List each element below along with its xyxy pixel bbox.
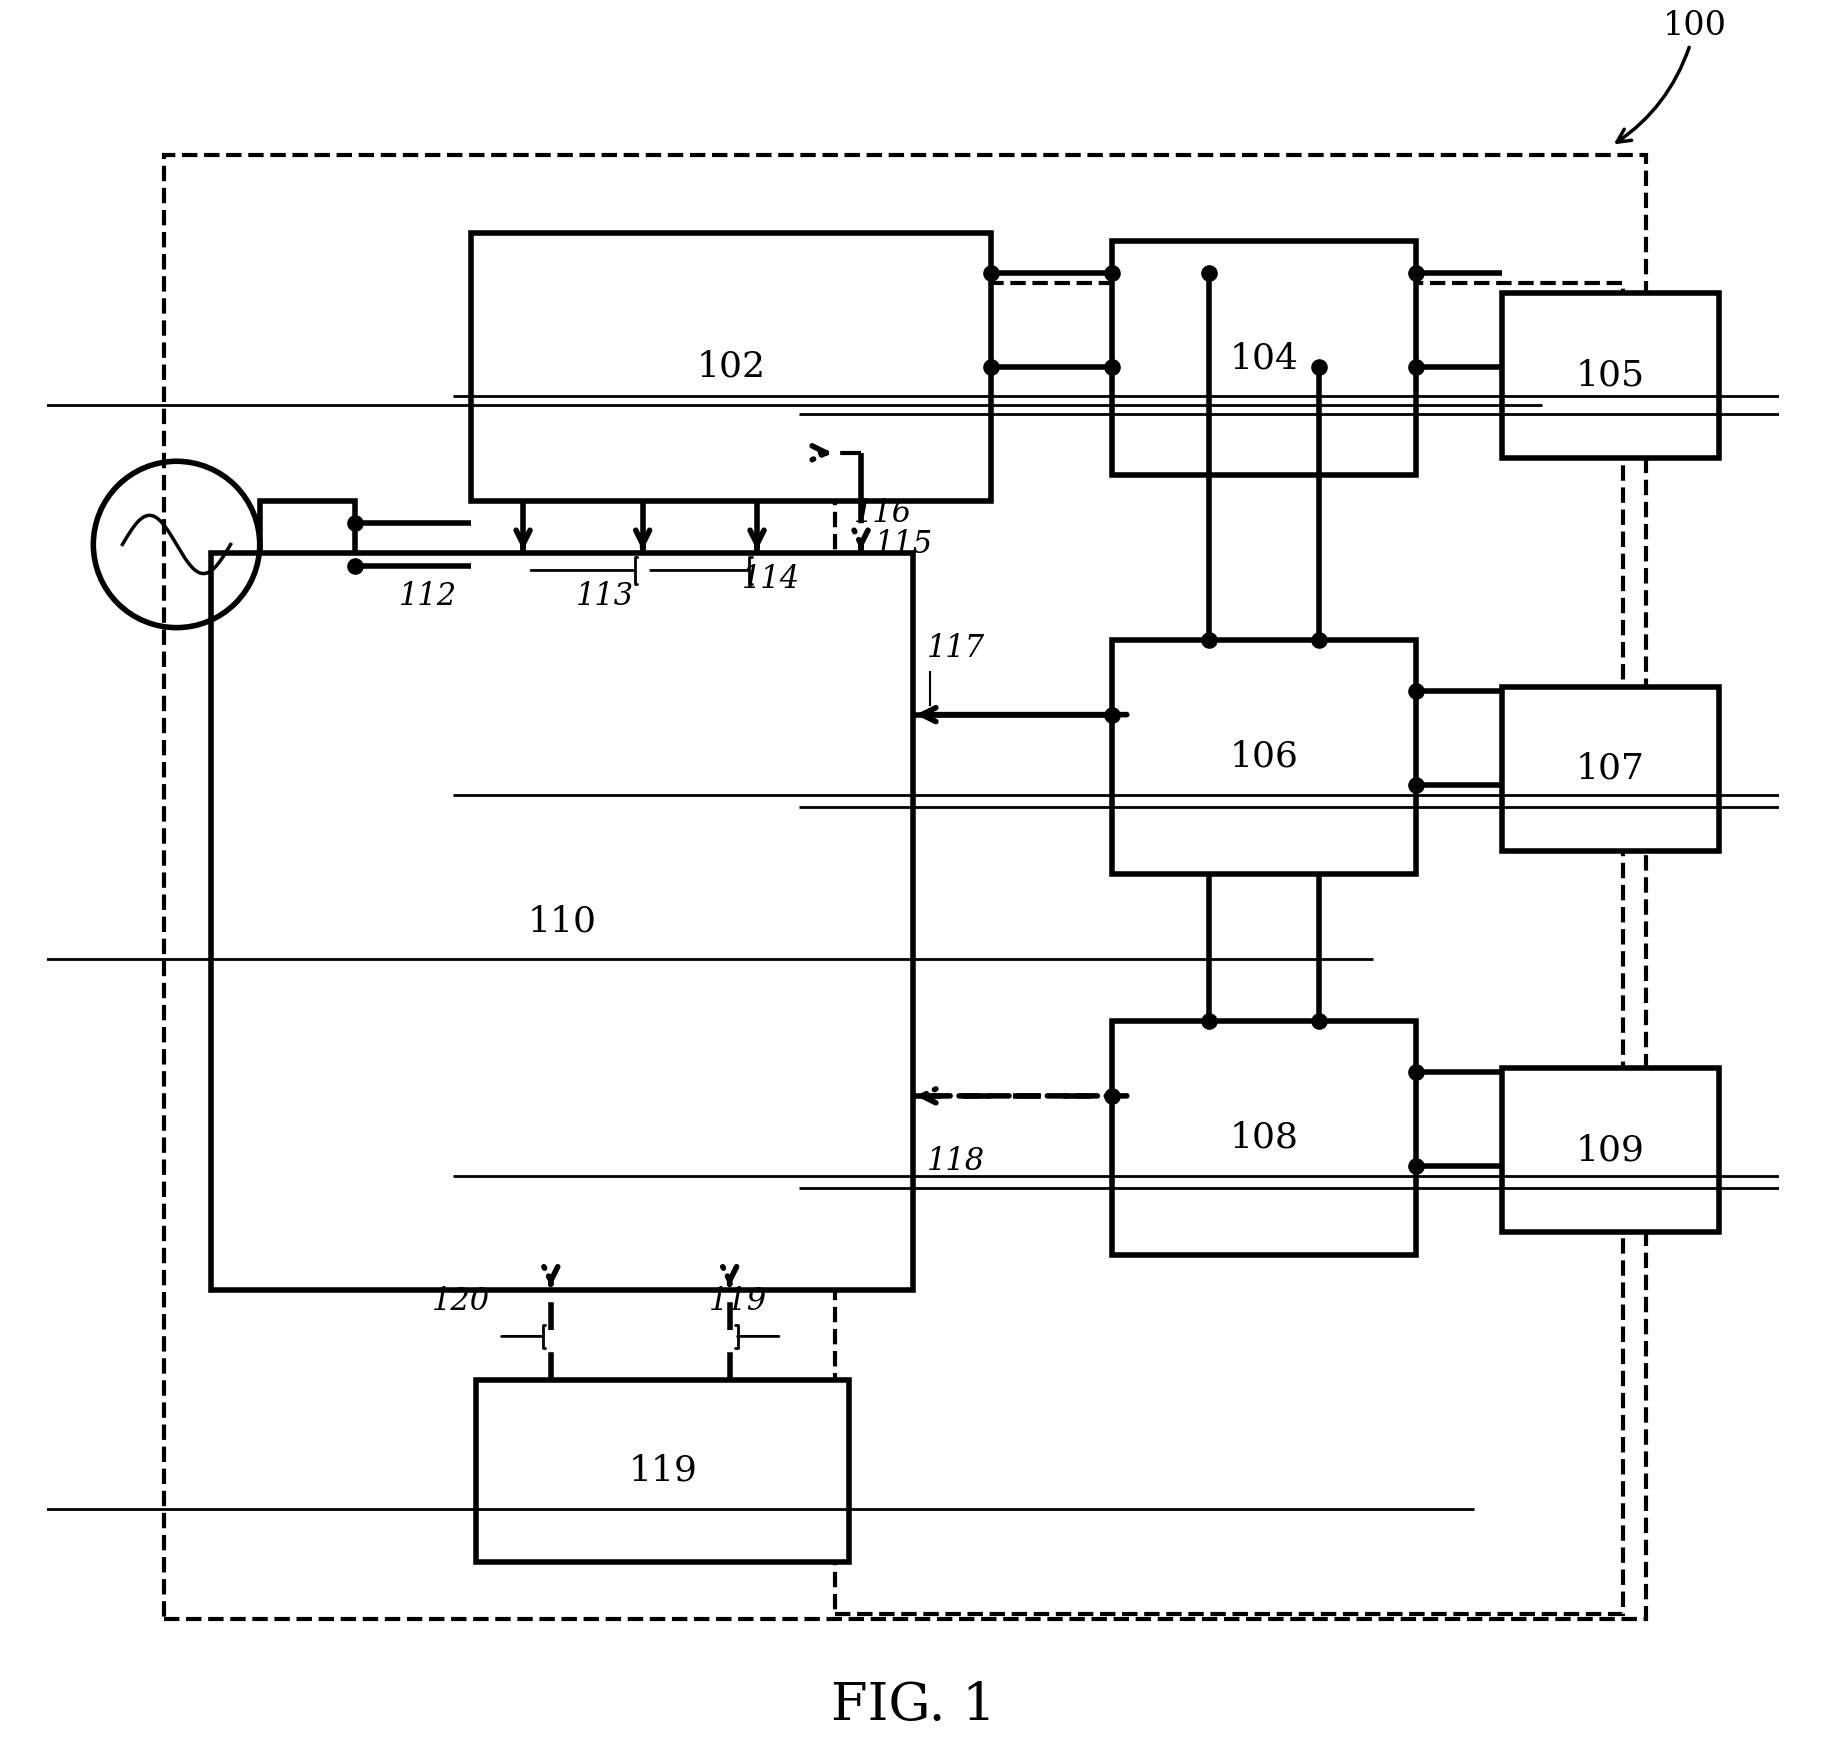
Text: 109: 109: [1576, 1132, 1645, 1167]
Point: [977, 352, 1006, 380]
Point: [1194, 1006, 1223, 1034]
Text: 100: 100: [1616, 11, 1727, 142]
Text: 115: 115: [875, 529, 933, 559]
Text: 112: 112: [398, 580, 456, 612]
Text: FIG. 1: FIG. 1: [831, 1679, 995, 1730]
Bar: [1503, 293, 1718, 458]
Point: [1401, 771, 1430, 799]
Point: [1097, 352, 1127, 380]
Text: 114: 114: [741, 564, 800, 594]
Point: [1097, 701, 1127, 729]
Text: 104: 104: [1229, 342, 1298, 375]
Bar: [1112, 640, 1415, 873]
Point: [1194, 626, 1223, 654]
Text: 105: 105: [1576, 359, 1645, 393]
Text: 119: 119: [628, 1453, 698, 1488]
Text: 116: 116: [853, 498, 911, 529]
Point: [1304, 352, 1333, 380]
Point: [1304, 1006, 1333, 1034]
Bar: [1112, 1020, 1415, 1255]
Bar: [477, 1380, 849, 1562]
Text: 108: 108: [1229, 1120, 1298, 1155]
Bar: [471, 233, 992, 501]
Bar: [259, 501, 354, 587]
Text: 102: 102: [696, 351, 765, 384]
Point: [977, 259, 1006, 287]
Point: [340, 508, 369, 536]
Bar: [1503, 1068, 1718, 1232]
Point: [1304, 626, 1333, 654]
Text: 107: 107: [1576, 752, 1645, 785]
Bar: [1112, 242, 1415, 475]
Bar: [212, 554, 913, 1290]
Text: 110: 110: [528, 905, 597, 938]
Point: [1401, 1152, 1430, 1180]
Bar: [834, 282, 1623, 1615]
Text: 106: 106: [1229, 740, 1298, 773]
Text: 118: 118: [928, 1146, 986, 1178]
Point: [1401, 259, 1430, 287]
Text: 117: 117: [928, 633, 986, 664]
Text: 113: 113: [575, 580, 634, 612]
Point: [1401, 1059, 1430, 1087]
Point: [1097, 1082, 1127, 1110]
Point: [1401, 677, 1430, 705]
Point: [1097, 259, 1127, 287]
Point: [340, 552, 369, 580]
Text: 119: 119: [708, 1287, 767, 1317]
Point: [1401, 352, 1430, 380]
Point: [1194, 259, 1223, 287]
Text: 120: 120: [431, 1287, 489, 1317]
Bar: [164, 154, 1645, 1618]
Bar: [1503, 687, 1718, 852]
